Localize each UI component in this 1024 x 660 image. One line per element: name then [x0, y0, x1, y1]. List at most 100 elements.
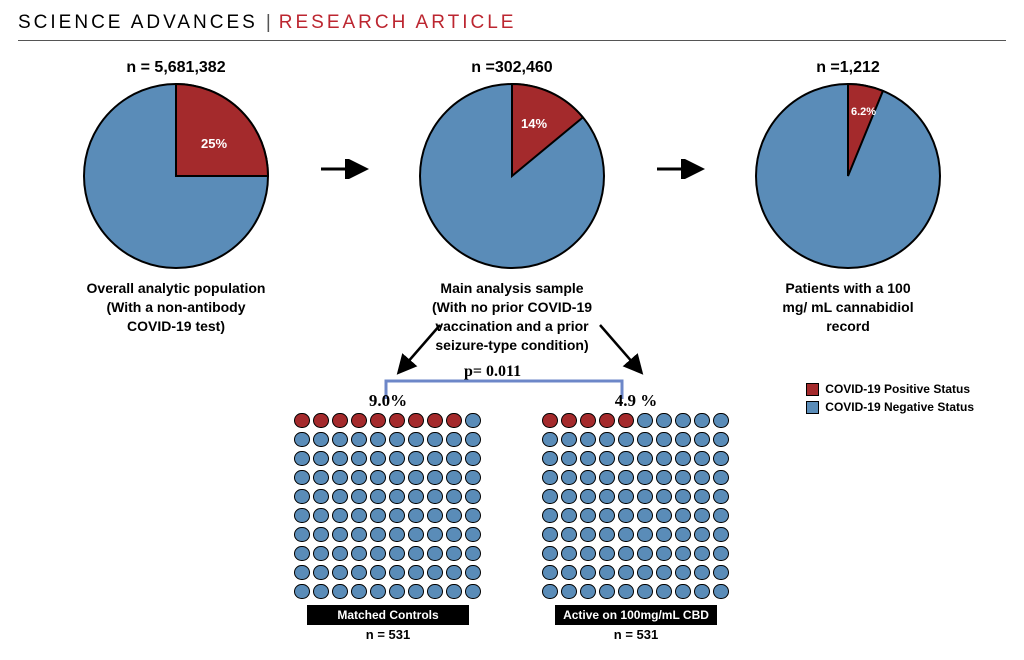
- dot-negative: [675, 584, 691, 600]
- dot-negative: [313, 527, 329, 543]
- dot-negative: [637, 489, 653, 505]
- dot-positive: [580, 413, 596, 429]
- dot-negative: [370, 451, 386, 467]
- dot-negative: [561, 508, 577, 524]
- dot-negative: [408, 470, 424, 486]
- journal-header: SCIENCE ADVANCES | RESEARCH ARTICLE: [18, 12, 1006, 41]
- dot-negative: [465, 527, 481, 543]
- dot-positive: [618, 413, 634, 429]
- dot-grid-group-0: 9.0%Matched Controlsn = 531: [294, 391, 482, 642]
- dot-negative: [465, 584, 481, 600]
- dot-negative: [637, 470, 653, 486]
- dot-negative: [427, 470, 443, 486]
- dot-negative: [370, 508, 386, 524]
- dot-negative: [389, 508, 405, 524]
- dot-negative: [370, 432, 386, 448]
- dot-negative: [389, 432, 405, 448]
- dot-negative: [656, 451, 672, 467]
- dot-negative: [599, 546, 615, 562]
- legend-swatch: [806, 383, 819, 396]
- dot-negative: [618, 527, 634, 543]
- dot-negative: [713, 565, 729, 581]
- dot-negative: [656, 565, 672, 581]
- dot-negative: [561, 489, 577, 505]
- pie-n-label: n =302,460: [387, 59, 637, 77]
- dot-positive: [542, 413, 558, 429]
- dot-negative: [465, 413, 481, 429]
- dot-negative: [446, 508, 462, 524]
- dot-negative: [580, 451, 596, 467]
- dot-negative: [656, 432, 672, 448]
- dot-negative: [675, 508, 691, 524]
- dot-negative: [313, 565, 329, 581]
- pie-row: n = 5,681,38225%Overall analytic populat…: [18, 59, 1006, 355]
- dot-negative: [313, 489, 329, 505]
- dot-negative: [542, 508, 558, 524]
- dot-positive: [332, 413, 348, 429]
- pie-svg: [417, 81, 607, 271]
- dot-negative: [694, 451, 710, 467]
- dot-negative: [580, 527, 596, 543]
- pie-chart-2: n =1,2126.2%Patients with a 100mg/ mL ca…: [723, 59, 973, 336]
- dot-negative: [599, 432, 615, 448]
- legend: COVID-19 Positive StatusCOVID-19 Negativ…: [806, 382, 974, 418]
- dot-negative: [389, 546, 405, 562]
- dot-negative: [580, 470, 596, 486]
- group-percent: 4.9 %: [542, 391, 730, 411]
- dot-negative: [713, 451, 729, 467]
- dot-negative: [408, 508, 424, 524]
- dot-negative: [542, 584, 558, 600]
- dot-negative: [294, 584, 310, 600]
- dot-negative: [427, 546, 443, 562]
- dot-negative: [542, 432, 558, 448]
- dot-negative: [427, 527, 443, 543]
- dot-negative: [446, 546, 462, 562]
- dot-negative: [618, 546, 634, 562]
- dot-negative: [694, 584, 710, 600]
- dot-negative: [656, 584, 672, 600]
- dot-negative: [427, 565, 443, 581]
- dot-negative: [675, 489, 691, 505]
- dot-negative: [351, 546, 367, 562]
- dot-negative: [389, 470, 405, 486]
- dot-negative: [408, 527, 424, 543]
- dot-positive: [561, 413, 577, 429]
- legend-item: COVID-19 Positive Status: [806, 382, 974, 396]
- dot-negative: [370, 527, 386, 543]
- dot-negative: [370, 489, 386, 505]
- dot-negative: [580, 546, 596, 562]
- dot-negative: [713, 508, 729, 524]
- dot-positive: [389, 413, 405, 429]
- pie-chart-0: n = 5,681,38225%Overall analytic populat…: [51, 59, 301, 336]
- dot-negative: [332, 546, 348, 562]
- dot-negative: [465, 508, 481, 524]
- arrow-right-icon: [655, 59, 705, 184]
- dot-negative: [599, 489, 615, 505]
- dot-negative: [637, 451, 653, 467]
- arrow-right-icon: [319, 59, 369, 184]
- dot-negative: [542, 489, 558, 505]
- dot-negative: [370, 546, 386, 562]
- dot-negative: [408, 546, 424, 562]
- dot-negative: [694, 508, 710, 524]
- dot-negative: [465, 432, 481, 448]
- dot-negative: [713, 413, 729, 429]
- dot-negative: [618, 470, 634, 486]
- dot-negative: [599, 508, 615, 524]
- pie-slice-label: 25%: [201, 136, 227, 151]
- dot-negative: [618, 508, 634, 524]
- dot-negative: [542, 470, 558, 486]
- dot-negative: [694, 489, 710, 505]
- dot-negative: [351, 584, 367, 600]
- dot-negative: [542, 527, 558, 543]
- dot-negative: [637, 546, 653, 562]
- dot-negative: [408, 565, 424, 581]
- dot-negative: [313, 451, 329, 467]
- dot-negative: [675, 451, 691, 467]
- dot-negative: [561, 584, 577, 600]
- dot-negative: [351, 432, 367, 448]
- dot-positive: [370, 413, 386, 429]
- dot-negative: [713, 432, 729, 448]
- dot-negative: [656, 508, 672, 524]
- dot-negative: [351, 470, 367, 486]
